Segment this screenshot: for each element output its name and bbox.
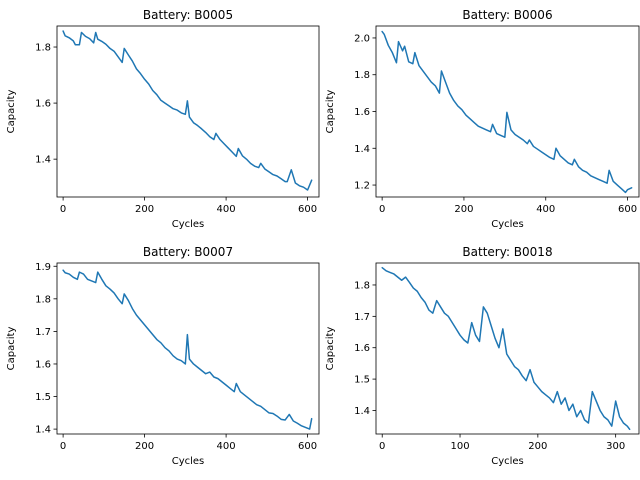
x-axis-label: Cycles bbox=[172, 219, 205, 230]
x-tick-label: 400 bbox=[217, 441, 236, 452]
x-tick-label: 0 bbox=[379, 204, 385, 215]
y-tick-label: 1.2 bbox=[354, 181, 370, 192]
x-tick-label: 100 bbox=[450, 441, 469, 452]
chart-panel-1: 0 200 400 600 1.4 1.6 1.8 Battery: B0005 Cycles C… bbox=[6, 8, 320, 230]
x-tick-label: 600 bbox=[298, 204, 317, 215]
y-tick-label: 1.8 bbox=[354, 280, 370, 291]
x-tick-label: 300 bbox=[606, 441, 625, 452]
x-tick-label: 0 bbox=[379, 441, 385, 452]
chart-title: Battery: B0007 bbox=[143, 245, 233, 259]
y-tick-label: 1.6 bbox=[35, 99, 51, 110]
y-axis-label: Capacity bbox=[6, 90, 17, 134]
axes-frame bbox=[56, 25, 320, 198]
x-tick-label: 200 bbox=[454, 204, 473, 215]
series-line bbox=[381, 30, 633, 194]
x-tick-label: 400 bbox=[217, 204, 236, 215]
x-tick-label: 600 bbox=[618, 204, 637, 215]
y-tick-label: 1.6 bbox=[354, 107, 370, 118]
y-tick-label: 1.7 bbox=[354, 312, 370, 323]
x-tick-label: 200 bbox=[528, 441, 547, 452]
x-tick-label: 600 bbox=[298, 441, 317, 452]
y-tick-label: 1.8 bbox=[354, 70, 370, 81]
y-tick-label: 2.0 bbox=[354, 33, 370, 44]
y-tick-label: 1.8 bbox=[35, 43, 51, 54]
y-tick-label: 1.4 bbox=[354, 406, 370, 417]
chart-panel-4: 0 100 200 300 1.4 1.5 1.6 1.7 1.8 Battery: B0018 C… bbox=[325, 245, 640, 467]
chart-panel-2: 0 200 400 600 1.2 1.4 1.6 1.8 2.0 Battery: B0006 C… bbox=[325, 8, 640, 230]
y-tick-label: 1.4 bbox=[35, 425, 51, 436]
x-tick-label: 200 bbox=[135, 204, 154, 215]
y-axis-label: Capacity bbox=[325, 327, 336, 371]
x-tick-label: 0 bbox=[60, 441, 66, 452]
series-line bbox=[62, 269, 313, 430]
chart-panel-3: 0 200 400 600 1.4 1.5 1.6 1.7 1.8 1.9 Battery: B00… bbox=[6, 245, 320, 467]
y-tick-label: 1.5 bbox=[354, 375, 370, 386]
y-tick-label: 1.5 bbox=[35, 392, 51, 403]
x-axis-label: Cycles bbox=[172, 456, 205, 467]
y-tick-label: 1.6 bbox=[35, 359, 51, 370]
axes-frame bbox=[375, 262, 640, 435]
y-axis-label: Capacity bbox=[6, 327, 17, 371]
axes-frame bbox=[375, 25, 640, 198]
series-line bbox=[381, 266, 631, 431]
y-tick-label: 1.4 bbox=[35, 155, 51, 166]
series-line bbox=[62, 30, 313, 191]
axes-frame bbox=[56, 262, 320, 435]
x-tick-label: 200 bbox=[135, 441, 154, 452]
chart-title: Battery: B0006 bbox=[462, 8, 552, 22]
chart-title: Battery: B0018 bbox=[462, 245, 552, 259]
x-tick-label: 400 bbox=[536, 204, 555, 215]
y-tick-label: 1.4 bbox=[354, 144, 370, 155]
x-tick-label: 0 bbox=[60, 204, 66, 215]
y-tick-label: 1.6 bbox=[354, 343, 370, 354]
y-tick-label: 1.7 bbox=[35, 327, 51, 338]
y-tick-label: 1.8 bbox=[35, 294, 51, 305]
x-axis-label: Cycles bbox=[491, 456, 524, 467]
x-axis-label: Cycles bbox=[491, 219, 524, 230]
chart-title: Battery: B0005 bbox=[143, 8, 233, 22]
y-tick-label: 1.9 bbox=[35, 262, 51, 273]
y-axis-label: Capacity bbox=[325, 90, 336, 134]
